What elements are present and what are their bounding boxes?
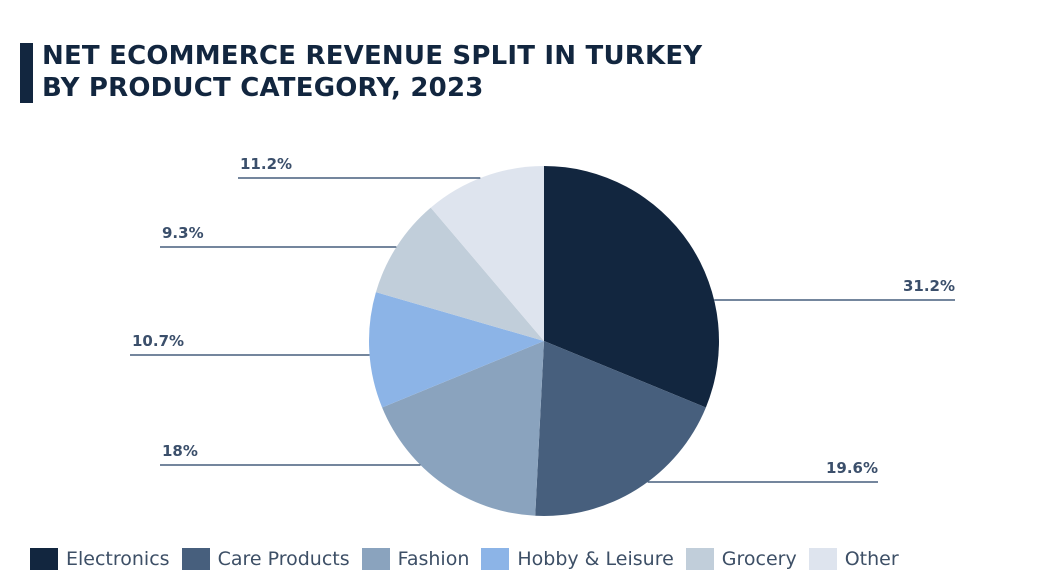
leader-lines [130, 177, 955, 483]
data-label-grocery: 9.3% [162, 224, 204, 242]
legend-swatch [808, 548, 837, 570]
legend-label: Hobby & Leisure [517, 548, 674, 570]
legend-label: Care Products [217, 548, 350, 570]
pie-slice-electronics [544, 166, 719, 408]
legend-label: Electronics [66, 548, 170, 570]
legend-label: Fashion [397, 548, 470, 570]
pie-slices [368, 166, 719, 517]
legend-label: Other [844, 548, 899, 570]
legend-swatch [481, 548, 510, 570]
title-accent-bar [20, 43, 33, 103]
legend-item-hobby-and-leisure: Hobby & Leisure [481, 548, 674, 570]
pie-slice-fashion [382, 341, 544, 516]
chart-title-line-1: NET ECOMMERCE REVENUE SPLIT IN TURKEY [42, 41, 703, 71]
data-label-fashion: 18% [162, 442, 198, 460]
data-label-hobby-and-leisure: 10.7% [132, 332, 184, 350]
legend-item-grocery: Grocery [685, 548, 797, 570]
legend: Electronics Care Products Fashion Hobby & L… [30, 546, 911, 572]
legend-item-fashion: Fashion [361, 548, 470, 570]
legend-item-care-products: Care Products [181, 548, 350, 570]
pie-slice-care-products [535, 341, 706, 517]
legend-swatch [181, 548, 210, 570]
pie-slice-grocery [375, 207, 544, 341]
legend-swatch [361, 548, 390, 570]
legend-swatch [685, 548, 714, 570]
pie-slice-hobby-and-leisure [368, 292, 544, 408]
data-label-electronics: 31.2% [903, 277, 955, 295]
chart-title: NET ECOMMERCE REVENUE SPLIT IN TURKEY BY… [42, 40, 702, 104]
chart-title-line-2: BY PRODUCT CATEGORY, 2023 [42, 73, 484, 103]
pie-slice-other [430, 166, 544, 341]
legend-item-electronics: Electronics [30, 548, 170, 570]
data-label-other: 11.2% [240, 155, 292, 173]
percentage-labels: 31.2% 19.6% 18% 10.7% 9.3% 11.2% [132, 155, 955, 477]
legend-item-other: Other [808, 548, 899, 570]
legend-swatch [30, 548, 58, 570]
legend-label: Grocery [721, 548, 797, 570]
data-label-care-products: 19.6% [826, 459, 878, 477]
